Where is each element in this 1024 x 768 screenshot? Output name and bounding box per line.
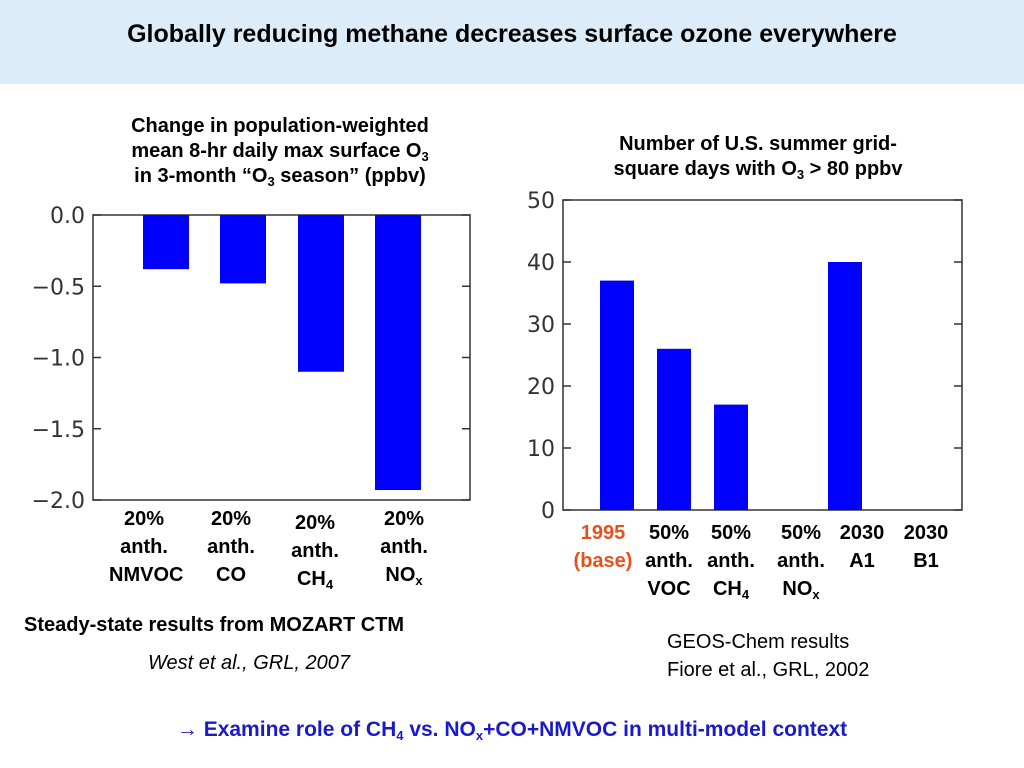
right-category-line: 50% <box>780 522 822 544</box>
right-title-line2: square days with O <box>613 158 797 180</box>
left-category-line: anth. <box>380 536 428 558</box>
right-category-line: 2030 <box>839 522 885 544</box>
right-bar <box>600 280 634 510</box>
right-category-line: 1995 <box>580 522 626 544</box>
right-ytick-label: 50 <box>527 189 555 214</box>
right-category-line: 50% <box>710 522 752 544</box>
right-bar <box>714 404 748 510</box>
geos-line2: Fiore et al., GRL, 2002 <box>667 659 870 681</box>
right-bar <box>657 348 691 510</box>
right-category-line: CH <box>712 578 742 600</box>
left-category-sub: 4 <box>325 577 334 592</box>
right-category-line: A1 <box>849 550 875 572</box>
right-category-label: 2030 A1 <box>827 519 897 575</box>
left-category-line: NMVOC <box>109 564 184 586</box>
right-category-label: 50% anth. VOC <box>634 519 704 603</box>
left-category-line: anth. <box>120 536 168 558</box>
right-ytick-label: 10 <box>527 437 555 462</box>
left-bar <box>143 215 189 270</box>
right-title-line2-sub: 3 <box>796 167 805 182</box>
left-category-label: 20% anth. NMVOC <box>109 505 183 589</box>
right-ytick-label: 40 <box>527 251 555 276</box>
left-title-line3-post: season” (ppbv) <box>274 165 426 187</box>
left-bar <box>220 215 266 284</box>
left-category-sub: x <box>415 573 423 588</box>
right-category-label: 1995 (base) <box>568 519 638 575</box>
right-title-line1: Number of U.S. summer grid- <box>619 133 897 155</box>
left-ytick-label: −1.0 <box>32 347 85 372</box>
left-title-line2: mean 8-hr daily max surface O <box>131 140 422 162</box>
bottom-sub1: 4 <box>396 728 404 743</box>
geos-line1: GEOS-Chem results <box>667 631 850 653</box>
left-title-line3-sub: 3 <box>267 174 275 189</box>
left-bar <box>298 215 344 372</box>
right-category-label: 50% anth. CH4 <box>696 519 766 603</box>
slide-title: Globally reducing methane decreases surf… <box>127 20 897 48</box>
right-title-line2-post: > 80 ppbv <box>804 158 903 180</box>
slide-header: Globally reducing methane decreases surf… <box>0 0 1024 84</box>
bottom-conclusion: → Examine role of CH4 vs. NOx+CO+NMVOC i… <box>0 718 1024 742</box>
right-category-label: 50% anth. NOx <box>766 519 836 603</box>
left-ytick-label: −1.5 <box>32 418 85 443</box>
left-category-line: CH <box>296 568 326 590</box>
west-citation: West et al., GRL, 2007 <box>148 652 350 674</box>
right-category-line: 50% <box>648 522 690 544</box>
right-category-line: (base) <box>573 550 633 572</box>
left-category-label: 20% anth. CH4 <box>280 509 350 593</box>
right-ytick-label: 0 <box>541 499 555 524</box>
left-category-line: anth. <box>291 540 339 562</box>
bottom-pre: Examine role of CH <box>197 718 397 741</box>
right-category-sub: x <box>812 587 820 602</box>
left-ytick-label: 0.0 <box>50 204 85 229</box>
left-ytick-label: −2.0 <box>32 489 85 514</box>
left-category-label: 20% anth. NOx <box>369 505 439 589</box>
right-category-sub: 4 <box>741 587 750 602</box>
right-ytick-label: 30 <box>527 313 555 338</box>
bottom-mid: vs. NO <box>403 718 476 741</box>
right-category-line: anth. <box>645 550 693 572</box>
right-category-line: 2030 <box>903 522 949 544</box>
left-category-line: anth. <box>207 536 255 558</box>
left-category-line: 20% <box>383 508 425 530</box>
left-category-line: 20% <box>294 512 336 534</box>
right-category-line: VOC <box>647 578 691 600</box>
right-frame <box>562 199 963 511</box>
left-chart-title: Change in population-weighted mean 8-hr … <box>70 114 490 189</box>
bottom-sub2: x <box>475 728 484 743</box>
bottom-post: +CO+NMVOC in multi-model context <box>483 718 848 741</box>
mozart-note: Steady-state results from MOZART CTM <box>24 614 405 636</box>
left-category-label: 20% anth. CO <box>196 505 266 589</box>
right-chart-title: Number of U.S. summer grid- square days … <box>548 132 968 182</box>
right-category-line: anth. <box>707 550 755 572</box>
right-category-line: anth. <box>777 550 825 572</box>
right-category-line: B1 <box>913 550 939 572</box>
left-title-line2-sub: 3 <box>421 149 429 164</box>
left-category-line: CO <box>216 564 246 586</box>
right-category-label: 2030 B1 <box>891 519 961 575</box>
left-bar <box>375 215 421 491</box>
arrow-icon: → <box>176 718 198 741</box>
right-category-line: NO <box>782 578 813 600</box>
left-category-line: 20% <box>123 508 165 530</box>
left-category-line: 20% <box>210 508 252 530</box>
left-category-line: NO <box>385 564 416 586</box>
left-title-line1: Change in population-weighted <box>131 115 429 137</box>
right-bar <box>828 262 862 510</box>
left-ytick-label: −0.5 <box>32 275 85 300</box>
right-ytick-label: 20 <box>527 375 555 400</box>
geos-note: GEOS-Chem results Fiore et al., GRL, 200… <box>667 628 869 684</box>
left-title-line3: in 3-month “O <box>134 165 268 187</box>
